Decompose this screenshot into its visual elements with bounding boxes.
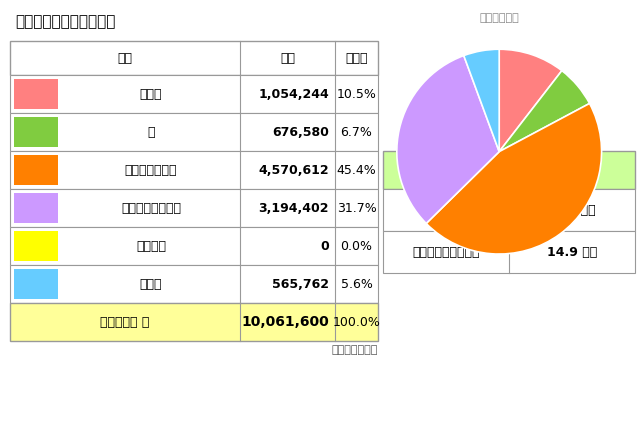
Bar	[10, 227, 378, 265]
Text: 構成比: 構成比	[345, 51, 368, 65]
Bar	[10, 189, 378, 227]
Text: 推定月数: 推定月数	[557, 164, 587, 177]
Bar	[10, 113, 378, 151]
Text: キラキラマラソン: キラキラマラソン	[121, 202, 181, 215]
Text: ２億ゴールド: ２億ゴールド	[424, 203, 468, 216]
Text: 1,054,244: 1,054,244	[259, 87, 329, 100]
Bar	[10, 75, 378, 113]
Bar	[10, 151, 378, 189]
Text: １億５千万ゴールド: １億５千万ゴールド	[412, 245, 480, 259]
Text: 合計: 合計	[280, 51, 295, 65]
Text: 19.9 ヶ月: 19.9 ヶ月	[548, 203, 595, 216]
Bar	[383, 151, 635, 189]
Text: 強ボス: 強ボス	[140, 87, 163, 100]
Text: 金策: 金策	[118, 51, 132, 65]
Text: 45.4%: 45.4%	[337, 164, 376, 177]
Bar	[14, 193, 58, 223]
Text: 売上総損益 計: 売上総損益 計	[100, 315, 150, 329]
Text: 畑: 畑	[147, 125, 155, 139]
Text: 10,061,600: 10,061,600	[241, 315, 329, 329]
Bar	[10, 41, 378, 75]
Title: 構成比グラフ: 構成比グラフ	[479, 13, 519, 23]
Wedge shape	[499, 49, 562, 152]
Text: 0.0%: 0.0%	[340, 240, 372, 252]
Bar	[10, 151, 378, 189]
Text: ２０２４年１１月の粗利: ２０２４年１１月の粗利	[15, 14, 115, 29]
Text: 0: 0	[320, 240, 329, 252]
Bar	[10, 303, 378, 341]
Wedge shape	[426, 103, 602, 254]
Bar	[14, 231, 58, 261]
Bar	[14, 155, 58, 185]
Text: 10.5%: 10.5%	[337, 87, 376, 100]
Bar	[10, 265, 378, 303]
Text: 565,762: 565,762	[272, 277, 329, 290]
Text: 単位：ゴールド: 単位：ゴールド	[332, 345, 378, 355]
Bar	[10, 265, 378, 303]
Text: おさかなコイン: おさかなコイン	[125, 164, 177, 177]
Bar	[14, 117, 58, 147]
Wedge shape	[464, 49, 499, 152]
Bar	[14, 269, 58, 299]
Text: 4,570,612: 4,570,612	[259, 164, 329, 177]
Bar	[10, 75, 378, 113]
Bar	[14, 79, 58, 109]
Text: 676,580: 676,580	[272, 125, 329, 139]
Wedge shape	[499, 70, 589, 152]
Text: その他: その他	[140, 277, 163, 290]
Text: 5.6%: 5.6%	[340, 277, 372, 290]
Wedge shape	[397, 56, 499, 223]
Text: 31.7%: 31.7%	[337, 202, 376, 215]
Text: 臨時収入: 臨時収入	[136, 240, 166, 252]
Text: 100.0%: 100.0%	[333, 315, 380, 329]
Bar	[10, 189, 378, 227]
Bar	[10, 113, 378, 151]
Bar	[383, 189, 635, 231]
Bar	[10, 227, 378, 265]
Text: 6.7%: 6.7%	[340, 125, 372, 139]
Bar	[383, 231, 635, 273]
Text: 14.9 ヶ月: 14.9 ヶ月	[547, 245, 597, 259]
Text: 試算: 試算	[438, 164, 454, 177]
Text: 3,194,402: 3,194,402	[259, 202, 329, 215]
